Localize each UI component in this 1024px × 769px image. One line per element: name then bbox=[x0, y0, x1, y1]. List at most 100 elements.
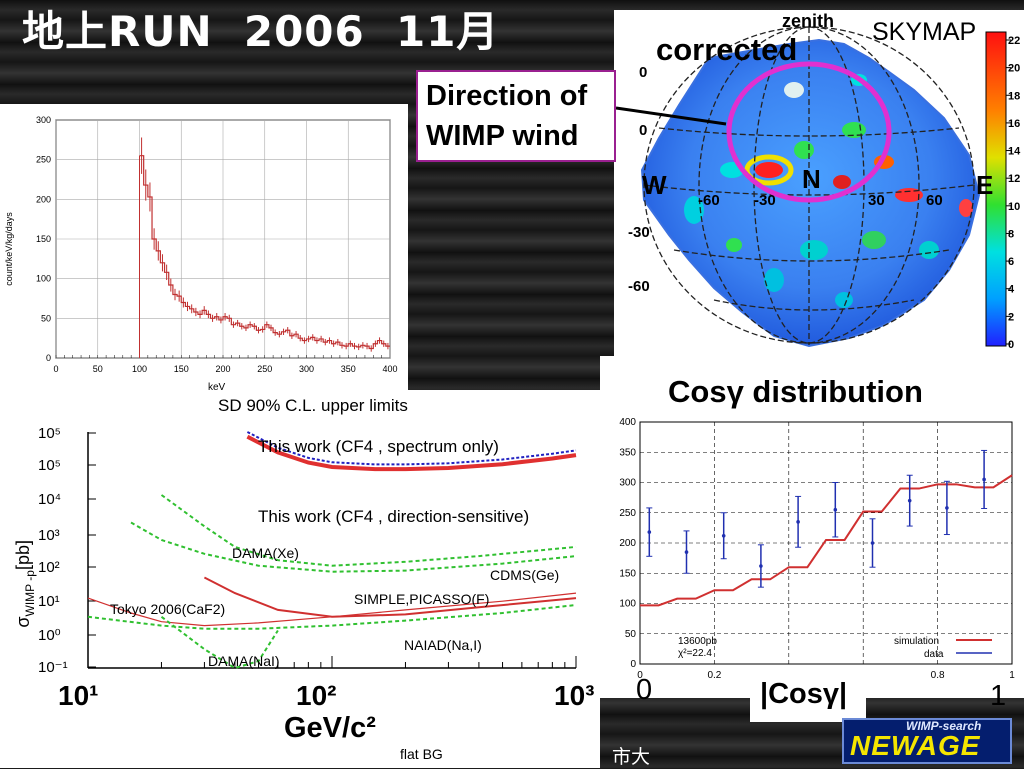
energy-ytick-label: 50 bbox=[41, 313, 51, 323]
slide-title: 地上RUN 2006 11月 bbox=[22, 7, 500, 56]
lon-label-m30: -30 bbox=[754, 192, 776, 209]
limits-ytick-label: 10¹ bbox=[38, 593, 60, 610]
limits-chart: 10⁵ 10⁵ 10⁴ 10³ 10² 10¹ 10⁰ 10⁻¹ This work (CF4 … bbox=[38, 425, 577, 676]
energy-spectrum-line bbox=[139, 155, 390, 350]
cos-xtick-label: 1 bbox=[1009, 670, 1015, 681]
colorbar-tick-label: 12 bbox=[1008, 173, 1020, 185]
energy-ytick-label: 300 bbox=[36, 115, 51, 125]
energy-chart: 0 50 100 150 200 250 300 350 400 0 50 100 150 200 250 3… bbox=[36, 115, 398, 374]
zenith-label: zenith bbox=[782, 11, 834, 31]
energy-ytick-label: 200 bbox=[36, 194, 51, 204]
cos-xtick-label: 0.2 bbox=[707, 670, 721, 681]
colorbar-tick-label: 14 bbox=[1008, 146, 1021, 158]
cos-xlabel: |Cosγ| bbox=[760, 678, 848, 710]
limits-xtick-10-1: 10¹ bbox=[58, 680, 99, 711]
limit-label-dama-nai: DAMA(NaI) bbox=[208, 653, 280, 669]
cos-legend-simulation: simulation bbox=[894, 636, 939, 647]
lon-label-60: 60 bbox=[926, 192, 943, 209]
limit-label-simple: SIMPLE,PICASSO(F) bbox=[354, 591, 489, 607]
skymap-hotspots bbox=[684, 74, 973, 308]
limits-xtick-10-3: 10³ bbox=[554, 680, 595, 711]
skymap-region bbox=[640, 38, 981, 348]
limits-xtick-10-2: 10² bbox=[296, 680, 337, 711]
colorbar-tick-label: 8 bbox=[1008, 228, 1014, 240]
limits-series-line bbox=[160, 494, 577, 567]
skymap-title: SKYMAP bbox=[872, 18, 977, 46]
energy-ytick-label: 0 bbox=[46, 353, 51, 363]
north-label: N bbox=[802, 164, 821, 194]
cos-x-right: 1 bbox=[990, 680, 1007, 712]
cos-stats-line2: χ²=22.4 bbox=[678, 648, 712, 659]
limit-label-tokyo: Tokyo 2006(CaF2) bbox=[110, 601, 225, 617]
colorbar-tick-label: 10 bbox=[1008, 201, 1020, 213]
limits-series-line bbox=[130, 521, 577, 573]
cos-data-point bbox=[647, 530, 652, 534]
limits-title: SD 90% C.L. upper limits bbox=[218, 396, 408, 415]
wimp-wind-ring bbox=[726, 61, 892, 203]
cos-ytick-label: 400 bbox=[619, 417, 636, 428]
cos-legend-data: data bbox=[924, 649, 944, 660]
colorbar-tick-label: 22 bbox=[1008, 35, 1020, 47]
limits-ytick-label: 10⁴ bbox=[38, 491, 61, 508]
limit-label-naiad: NAIAD(Na,I) bbox=[404, 637, 482, 653]
energy-xtick-label: 350 bbox=[341, 364, 356, 374]
corrected-label: corrected bbox=[656, 32, 798, 67]
cos-data-point bbox=[833, 507, 838, 512]
colorbar-tick-label: 4 bbox=[1008, 284, 1015, 296]
lon-label-m60: -60 bbox=[698, 192, 720, 209]
cos-ytick-label: 250 bbox=[619, 508, 636, 519]
energy-xtick-label: 200 bbox=[215, 364, 230, 374]
cos-data-point bbox=[796, 520, 800, 524]
colorbar-tick-label: 18 bbox=[1008, 90, 1020, 102]
cos-data-point bbox=[721, 533, 726, 538]
energy-xtick-label: 0 bbox=[53, 364, 58, 374]
skymap-panel: 22 20 18 16 14 12 10 8 6 4 2 0 SKYMAP zenith correc… bbox=[614, 10, 1024, 356]
colorbar-tick-label: 0 bbox=[1008, 339, 1014, 351]
cos-stats-line1: 13600pb bbox=[678, 636, 717, 647]
cos-ytick-label: 200 bbox=[619, 538, 636, 549]
bottom-fragment: flat BG bbox=[400, 746, 443, 762]
limit-label-dama-xe: DAMA(Xe) bbox=[232, 545, 299, 561]
limits-ylabel-unit: [pb] bbox=[13, 540, 34, 571]
energy-xtick-label: 150 bbox=[174, 364, 189, 374]
colorbar-tick-label: 20 bbox=[1008, 63, 1020, 75]
newage-logo: WIMP-search NEWAGE bbox=[842, 718, 1012, 764]
limits-xlabel: GeV/c² bbox=[284, 712, 376, 744]
lon-label-30: 30 bbox=[868, 192, 885, 209]
wimp-wind-line1: Direction of bbox=[426, 80, 588, 112]
cos-xtick-label: 0 bbox=[637, 670, 643, 681]
limits-ytick-label: 10⁰ bbox=[38, 627, 61, 644]
cos-chart: 0 50 100 150 200 250 300 350 400 0 0.2 0.8 1 13600pbχ… bbox=[619, 417, 1015, 681]
newage-logo-top: WIMP-search bbox=[906, 719, 982, 733]
cos-data-point bbox=[684, 550, 689, 554]
limits-ylabel-sigma: σ bbox=[13, 616, 34, 628]
cos-ytick-label: 0 bbox=[630, 659, 636, 670]
limits-series-line bbox=[246, 434, 577, 472]
wimp-pointer-line bbox=[615, 106, 727, 126]
energy-ylabel: count/keV/kg/days bbox=[4, 212, 14, 286]
skymap-graticule bbox=[643, 26, 975, 345]
cos-ytick-label: 350 bbox=[619, 447, 636, 458]
cos-title: Cosγ distribution bbox=[668, 374, 923, 409]
cos-ytick-label: 150 bbox=[619, 568, 636, 579]
energy-panel: 0 50 100 150 200 250 300 350 400 0 50 100 150 200 250 3… bbox=[0, 104, 408, 400]
lat-label-m30: -30 bbox=[628, 224, 650, 241]
cos-xlabel-box bbox=[750, 670, 866, 722]
limits-ytick-label: 10⁻¹ bbox=[38, 659, 68, 676]
cos-ytick-label: 300 bbox=[619, 478, 636, 489]
limits-ylabel: σWIMP -p[pb] bbox=[13, 519, 37, 649]
limits-panel: SD 90% C.L. upper limits 10⁵ 10⁵ 10⁴ 10³ 10²… bbox=[0, 390, 600, 768]
limits-series-line bbox=[160, 616, 279, 670]
limit-label-direction: This work (CF4 , direction-sensitive) bbox=[258, 507, 529, 526]
west-label: W bbox=[642, 170, 667, 200]
cos-data-point bbox=[870, 541, 875, 545]
colorbar-tick-label: 2 bbox=[1008, 311, 1014, 323]
limits-ytick-label: 10⁵ bbox=[38, 457, 61, 474]
cos-xtick-label: 0.8 bbox=[931, 670, 945, 681]
limits-ytick-label: 10³ bbox=[38, 527, 60, 544]
energy-xtick-label: 100 bbox=[132, 364, 147, 374]
limits-ylabel-sub: WIMP -p bbox=[22, 570, 37, 617]
wimp-wind-annotation: Direction of WIMP wind bbox=[416, 70, 616, 162]
